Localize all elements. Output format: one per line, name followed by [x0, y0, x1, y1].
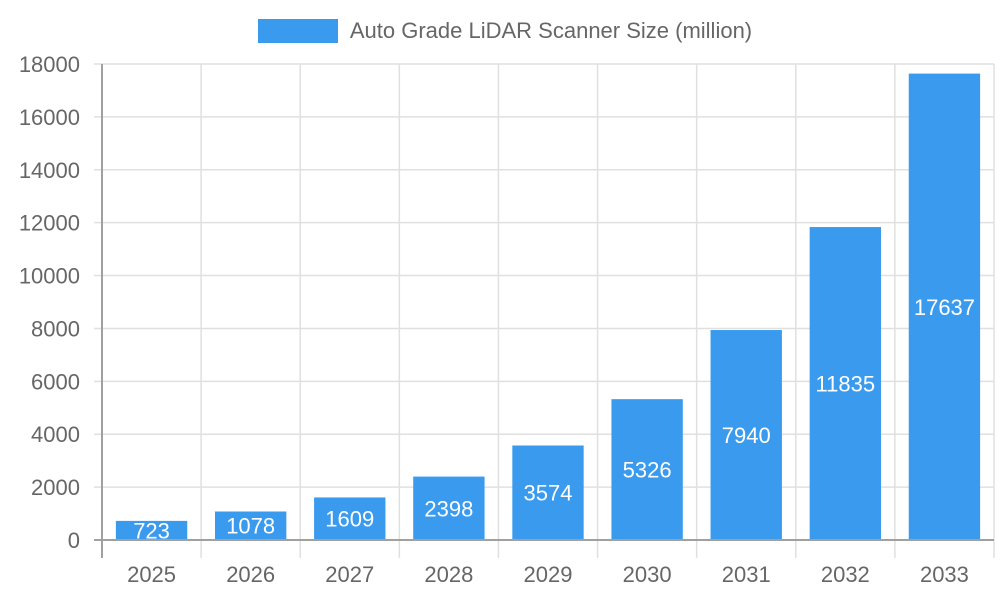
x-tick-label: 2028: [424, 562, 473, 587]
y-tick-label: 4000: [31, 422, 80, 447]
axes: [94, 64, 994, 558]
bar-value-label: 723: [133, 518, 170, 543]
x-tick-label: 2031: [722, 562, 771, 587]
x-tick-label: 2029: [524, 562, 573, 587]
bar-2025[interactable]: [115, 520, 188, 540]
bar-2027[interactable]: [314, 497, 386, 540]
bar-value-label: 5326: [623, 458, 672, 483]
y-tick-label: 8000: [31, 316, 80, 341]
bar-value-label: 1609: [325, 507, 374, 532]
bar-2033[interactable]: [908, 73, 981, 540]
y-tick-label: 6000: [31, 369, 80, 394]
x-tick-label: 2027: [325, 562, 374, 587]
y-tick-label: 16000: [19, 105, 80, 130]
bar-2026[interactable]: [214, 511, 287, 540]
grid-lines: [94, 63, 995, 558]
data-labels: 723 1078 1609 2398 3574 5326 7940 11835 17637: [133, 295, 975, 544]
bar-2032[interactable]: [809, 227, 882, 540]
x-tick-label: 2025: [127, 562, 176, 587]
chart-legend[interactable]: Auto Grade LiDAR Scanner Size (million): [0, 18, 1000, 44]
bar-value-label: 3574: [524, 481, 573, 506]
y-tick-label: 14000: [19, 158, 80, 183]
bar-2029[interactable]: [512, 445, 584, 540]
y-tick-label: 18000: [19, 52, 80, 77]
bar-value-label: 17637: [914, 295, 975, 320]
x-tick-label: 2030: [623, 562, 672, 587]
x-tick-label: 2033: [920, 562, 969, 587]
bar-value-label: 7940: [722, 423, 771, 448]
x-axis-ticks: 2025 2026 2027 2028 2029 2030 2031 2032 2033: [127, 562, 969, 587]
y-tick-label: 0: [68, 528, 80, 553]
bar-2030[interactable]: [611, 399, 683, 540]
bar-2031[interactable]: [710, 330, 782, 540]
bar-value-label: 1078: [226, 514, 275, 539]
legend-swatch: [257, 19, 338, 43]
y-axis-ticks: 0 2000 4000 6000 8000 10000 12000 14000 16000 180…: [19, 52, 80, 553]
bar-value-label: 2398: [424, 496, 473, 521]
y-tick-label: 10000: [19, 264, 80, 289]
x-tick-label: 2032: [821, 562, 870, 587]
bars: [115, 73, 981, 540]
y-tick-label: 12000: [19, 211, 80, 236]
bar-value-label: 11835: [816, 372, 876, 397]
bar-2028[interactable]: [413, 476, 485, 540]
legend-label: Auto Grade LiDAR Scanner Size (million): [349, 18, 753, 43]
y-tick-label: 2000: [31, 475, 80, 500]
x-tick-label: 2026: [226, 562, 275, 587]
